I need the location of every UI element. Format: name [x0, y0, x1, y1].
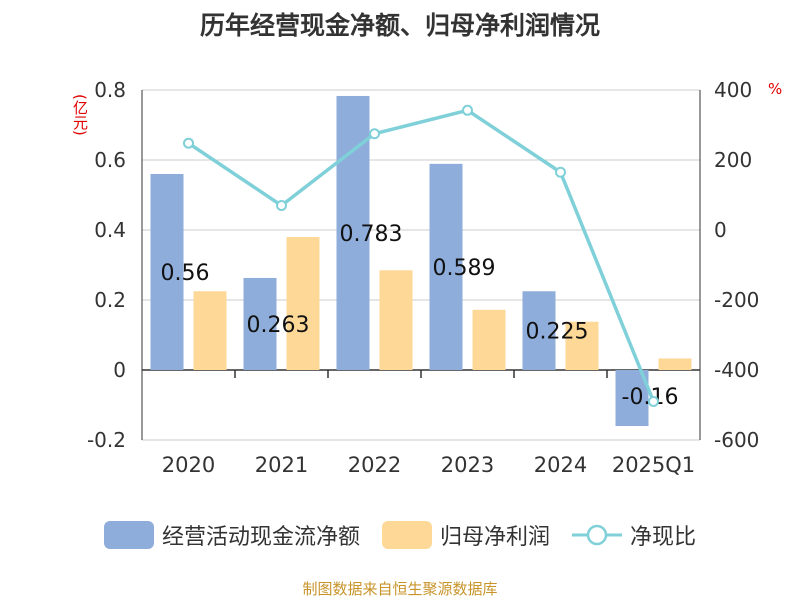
bar-net-profit: [565, 321, 599, 370]
bar-cashflow: [243, 277, 277, 370]
y-left-tick-label: 0.8: [94, 78, 126, 102]
bar-net-profit: [193, 291, 227, 370]
bar-data-label: 0.263: [247, 313, 310, 338]
legend-item-net-profit[interactable]: 归母净利润: [381, 519, 550, 551]
legend-label-ratio: 净现比: [630, 525, 697, 550]
y-left-tick-label: -0.2: [87, 428, 126, 452]
bar-cashflow: [150, 174, 184, 370]
y-left-tick-label: 0.4: [94, 218, 126, 242]
x-tick-label: 2024: [534, 453, 587, 477]
legend-item-cashflow[interactable]: 经营活动现金流净额: [103, 519, 360, 551]
y-right-tick-label: -200: [714, 288, 759, 312]
bar-data-label: 0.225: [526, 320, 589, 345]
line-point-ratio: [183, 137, 194, 149]
x-tick-label: 2020: [162, 453, 215, 477]
bar-net-profit: [658, 358, 692, 370]
legend-swatch-cashflow: [103, 521, 154, 549]
legend-label-net-profit: 归母净利润: [439, 525, 550, 550]
y-left-tick-label: 0: [113, 358, 126, 382]
line-ratio: [187, 108, 656, 403]
source-note: 制图数据来自恒生聚源数据库: [302, 580, 498, 598]
bar-net-profit: [286, 237, 320, 370]
bar-data-label: 0.56: [161, 261, 210, 286]
y-right-tick-label: -400: [714, 358, 759, 382]
bar-data-label: 0.589: [433, 256, 496, 281]
line-point-ratio: [648, 396, 659, 407]
line-point-ratio: [369, 128, 380, 140]
bar-cashflow: [522, 291, 556, 370]
bar-net-profit: [472, 309, 506, 370]
y-right-tick-label: 200: [714, 148, 752, 172]
line-point-ratio: [462, 104, 473, 116]
y-right-tick-label: -600: [714, 428, 759, 452]
line-point-ratio: [555, 166, 566, 178]
y-left-tick-label: 0.6: [94, 148, 126, 172]
left-axis-unit: (亿元): [71, 94, 89, 136]
x-tick-label: 2023: [441, 453, 494, 477]
legend-swatch-net-profit: [381, 521, 432, 549]
legend: 经营活动现金流净额 归母净利润 净现比: [0, 518, 800, 552]
chart-title: 历年经营现金净额、归母净利润情况: [199, 11, 600, 40]
bar-data-label: 0.783: [340, 222, 403, 247]
x-tick-label: 2021: [255, 453, 308, 477]
y-right-tick-label: 0: [714, 218, 727, 242]
bar-cashflow: [429, 163, 463, 370]
right-axis-unit: %: [768, 80, 783, 98]
x-tick-label: 2022: [348, 453, 401, 477]
line-point-ratio: [276, 200, 287, 211]
y-left-tick-label: 0.2: [94, 288, 126, 312]
x-tick-label: 2025Q1: [612, 453, 695, 477]
y-right-tick-label: 400: [714, 78, 752, 102]
legend-item-ratio[interactable]: 净现比: [572, 519, 696, 551]
legend-swatch-ratio: [572, 524, 622, 546]
bar-net-profit: [379, 270, 413, 370]
legend-label-cashflow: 经营活动现金流净额: [161, 525, 360, 550]
